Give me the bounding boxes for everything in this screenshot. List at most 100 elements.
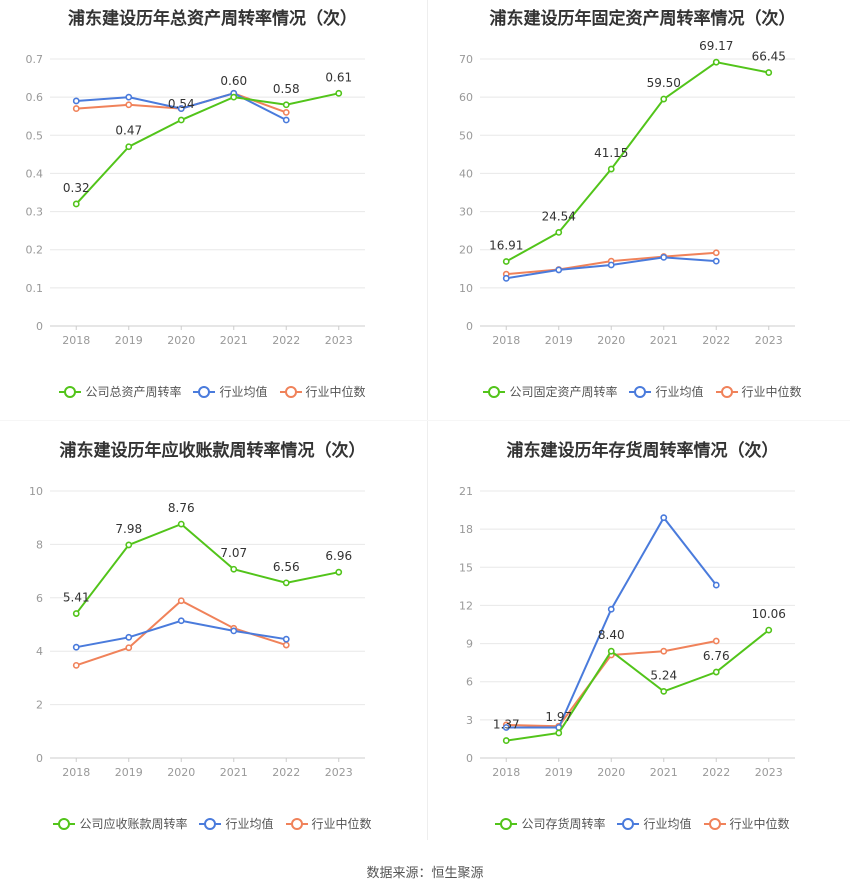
legend-item-company[interactable]: 公司应收账款周转率	[53, 815, 187, 832]
legend-item-company[interactable]: 公司存货周转率	[495, 815, 605, 832]
x-tick-label: 2021	[650, 334, 678, 347]
x-tick-label: 2022	[702, 766, 730, 779]
data-point-company	[230, 565, 238, 573]
y-tick-label: 70	[459, 53, 473, 66]
data-point-industry-median	[125, 644, 133, 652]
data-point-company	[660, 95, 668, 103]
x-tick-label: 2019	[115, 766, 143, 779]
data-label: 8.40	[598, 628, 625, 642]
y-tick-label: 20	[459, 244, 473, 257]
line-chart: 0 0.1 0.2 0.3 0.4 0.5 0.6 0.7 2018 2019 2020 2021 20…	[26, 53, 365, 347]
line-chart: 0 10 20 30 40 50 60 70 2018 2019 2020 2021 2022 2023 1…	[459, 39, 795, 347]
data-point-industry-average	[712, 257, 720, 265]
data-point-industry-average	[660, 253, 668, 261]
chart-legend: 公司固定资产周转率 行业均值 行业中位数	[430, 383, 850, 400]
data-point-company	[230, 93, 238, 101]
y-tick-label: 18	[459, 523, 473, 536]
y-tick-label: 12	[459, 599, 473, 612]
chart-panel-2: 浦东建设历年固定资产周转率情况（次） 0 10 20 30 40 50 60 70 2018 201…	[430, 0, 850, 430]
chart-legend: 公司总资产周转率 行业均值 行业中位数	[0, 383, 425, 400]
series-line-industry-median	[75, 599, 287, 667]
data-point-company	[282, 101, 290, 109]
legend-item-industry-average[interactable]: 行业均值	[199, 815, 274, 832]
data-point-industry-average	[607, 605, 615, 613]
legend-dot-icon	[720, 385, 733, 398]
line-chart: 0 3 6 9 12 15 18 21 2018 2019 2020 2021 2022 2023 1.37…	[459, 485, 795, 779]
x-tick-label: 2019	[545, 334, 573, 347]
data-point-company	[607, 647, 615, 655]
data-point-company	[765, 69, 773, 76]
legend-item-industry-average[interactable]: 行业均值	[629, 383, 704, 400]
x-tick-label: 2022	[702, 334, 730, 347]
y-tick-label: 40	[459, 167, 473, 180]
data-point-company	[335, 568, 343, 576]
data-label: 6.56	[273, 560, 300, 574]
series-line-company	[505, 61, 769, 263]
legend-dot-icon	[64, 385, 77, 398]
y-tick-label: 0.6	[26, 91, 44, 104]
data-label: 5.24	[650, 668, 677, 682]
legend-dot-icon	[198, 385, 211, 398]
legend-label: 公司应收账款周转率	[79, 817, 188, 831]
chart-legend: 公司存货周转率 行业均值 行业中位数	[430, 815, 850, 832]
data-label: 5.41	[63, 591, 90, 605]
x-tick-label: 2018	[492, 766, 520, 779]
legend-item-industry-median[interactable]: 行业中位数	[703, 815, 790, 832]
legend-marker-icon	[617, 817, 640, 830]
x-tick-label: 2023	[755, 334, 783, 347]
data-label: 0.47	[115, 124, 142, 138]
data-point-industry-average	[502, 274, 510, 282]
data-point-company	[335, 89, 343, 97]
data-point-company	[502, 737, 510, 744]
data-point-industry-average	[125, 633, 133, 641]
data-point-industry-average	[282, 635, 290, 643]
legend-marker-icon	[199, 817, 222, 830]
x-tick-label: 2023	[755, 766, 783, 779]
data-point-industry-median	[712, 637, 720, 645]
data-point-industry-median	[72, 105, 80, 112]
data-point-industry-average	[72, 97, 80, 105]
data-point-industry-median	[125, 101, 133, 109]
y-tick-label: 15	[459, 561, 473, 574]
legend-marker-icon	[715, 385, 738, 398]
legend-item-industry-median[interactable]: 行业中位数	[715, 383, 802, 400]
data-label: 66.45	[752, 50, 786, 64]
data-label: 6.96	[325, 549, 352, 563]
y-tick-label: 0	[36, 320, 43, 333]
data-point-industry-average	[282, 116, 290, 124]
data-label: 16.91	[489, 239, 523, 253]
y-tick-label: 21	[459, 485, 473, 498]
data-point-industry-average	[555, 266, 563, 274]
chart-title: 浦东建设历年存货周转率情况（次）	[506, 441, 779, 461]
data-point-industry-median	[712, 249, 720, 257]
x-tick-label: 2020	[167, 766, 195, 779]
x-tick-label: 2021	[220, 766, 248, 779]
data-point-company	[125, 541, 133, 549]
data-label: 0.32	[63, 181, 90, 195]
legend-item-company[interactable]: 公司总资产周转率	[59, 383, 181, 400]
data-point-company	[72, 610, 80, 617]
data-label: 59.50	[647, 76, 681, 90]
series-line-industry-average	[76, 619, 287, 649]
y-tick-label: 4	[36, 645, 43, 658]
data-point-company	[177, 116, 185, 124]
legend-item-industry-average[interactable]: 行业均值	[193, 383, 268, 400]
y-tick-label: 0	[466, 752, 473, 765]
legend-dot-icon	[204, 817, 217, 830]
legend-dot-icon	[488, 385, 501, 398]
data-point-industry-average	[230, 627, 238, 635]
data-label: 69.17	[699, 39, 733, 53]
legend-item-industry-median[interactable]: 行业中位数	[285, 815, 372, 832]
legend-item-company[interactable]: 公司固定资产周转率	[483, 383, 617, 400]
legend-item-industry-median[interactable]: 行业中位数	[279, 383, 366, 400]
data-point-industry-median	[72, 661, 80, 669]
legend-marker-icon	[59, 385, 82, 398]
data-point-industry-average	[660, 514, 668, 522]
y-tick-label: 60	[459, 91, 473, 104]
legend-marker-icon	[629, 385, 652, 398]
legend-item-industry-average[interactable]: 行业均值	[617, 815, 692, 832]
data-label: 10.06	[752, 607, 786, 621]
chart-panel-3: 浦东建设历年应收账款周转率情况（次） 0 2 4 6 8 10 2018 2019 2020 202…	[0, 432, 425, 862]
data-point-company	[125, 143, 133, 151]
panel-divider-horizontal	[0, 420, 850, 421]
